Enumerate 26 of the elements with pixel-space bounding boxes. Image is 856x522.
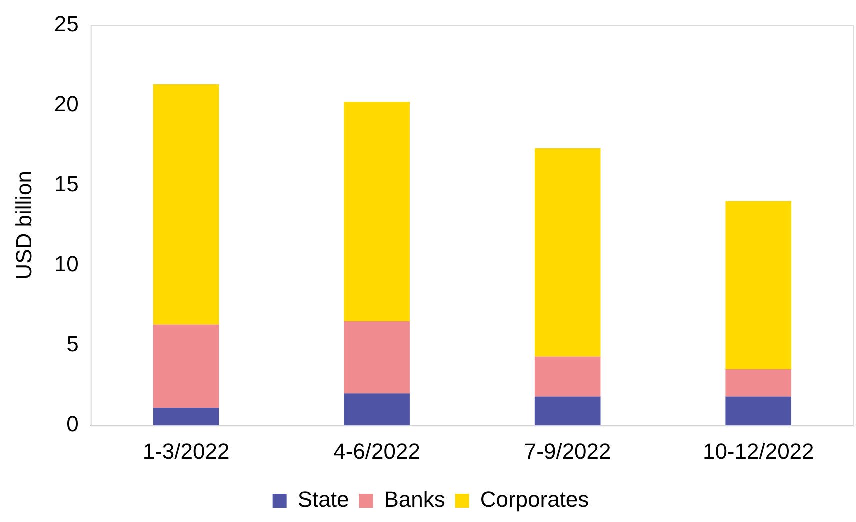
bar <box>344 102 410 322</box>
y-tick-label: 0 <box>66 412 79 437</box>
y-tick-label: 20 <box>54 91 79 116</box>
bar <box>726 396 792 426</box>
legend-label: State <box>298 487 350 512</box>
bar <box>344 321 410 394</box>
legend-label: Corporates <box>480 487 590 512</box>
bar <box>153 84 220 325</box>
x-tick-label: 4-6/2022 <box>334 438 420 464</box>
y-tick-label: 5 <box>66 332 79 357</box>
x-tick-label: 1-3/2022 <box>142 438 230 464</box>
legend-label: Banks <box>384 487 446 512</box>
x-tick-label: 7-9/2022 <box>524 438 612 464</box>
y-axis-title: USD billion <box>11 170 36 280</box>
bar <box>726 201 792 370</box>
bar <box>534 148 601 357</box>
bar <box>726 370 792 397</box>
bar <box>153 324 220 408</box>
y-tick-label: 10 <box>54 252 79 277</box>
bar <box>344 394 410 426</box>
bar <box>534 356 601 397</box>
x-tick-label: 10-12/2022 <box>702 438 814 464</box>
y-tick-label: 25 <box>54 11 79 36</box>
bar <box>534 396 601 426</box>
bar <box>153 408 220 426</box>
y-tick-label: 15 <box>54 171 79 196</box>
